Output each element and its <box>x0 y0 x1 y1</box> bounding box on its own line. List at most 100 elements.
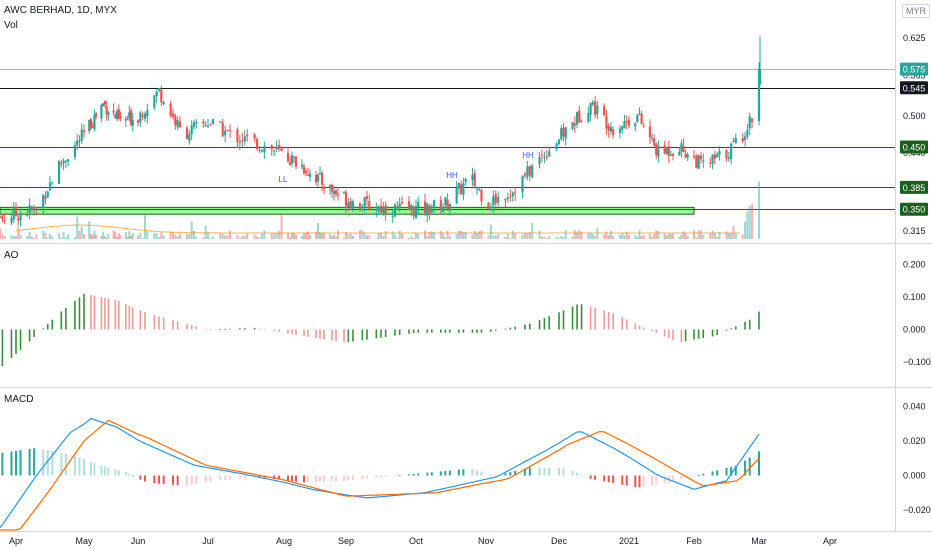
macd-histogram-bar <box>125 472 127 475</box>
candle-body <box>680 143 682 151</box>
ao-bar <box>303 330 305 337</box>
ao-bar <box>11 330 13 358</box>
candle-body <box>685 154 687 158</box>
macd-histogram-bar <box>375 476 377 478</box>
ao-bar <box>163 318 165 330</box>
candle-body <box>345 192 347 206</box>
candle-body <box>725 150 727 158</box>
candle-body <box>335 190 337 194</box>
ao-bar <box>490 330 492 332</box>
candle-body <box>126 119 128 120</box>
ao-tick-label: 0.000 <box>903 325 926 335</box>
candle-body <box>132 120 134 126</box>
candle-body <box>698 155 700 169</box>
candle-body <box>13 209 15 220</box>
candle-body <box>447 199 449 209</box>
volume-bar <box>664 234 666 239</box>
candle-body <box>709 163 711 164</box>
volume-bar <box>352 236 354 239</box>
ao-bar <box>61 311 63 329</box>
volume-bar <box>333 235 335 239</box>
volume-bar <box>33 238 35 239</box>
candle-body <box>170 104 172 115</box>
volume-bar <box>539 231 541 239</box>
candle-body <box>17 218 19 220</box>
candle-body <box>280 146 282 150</box>
ao-bar <box>385 330 387 337</box>
candle-body <box>562 128 564 137</box>
macd-histogram-bar <box>15 451 17 476</box>
candle-body <box>241 140 243 141</box>
macd-histogram-bar <box>20 450 22 475</box>
ao-bar <box>74 301 76 330</box>
candle-body <box>524 174 526 176</box>
candle-body <box>480 190 482 201</box>
candle-body <box>347 202 349 206</box>
candle-body <box>113 110 115 112</box>
volume-bar <box>186 234 188 239</box>
candle-body <box>119 116 121 119</box>
volume-bar <box>60 238 62 239</box>
candle-body <box>413 206 415 215</box>
candle-body <box>172 113 174 116</box>
candle-body <box>638 113 640 114</box>
candle-body <box>303 166 305 173</box>
price-tick-label: 0.625 <box>903 33 926 43</box>
macd-histogram-bar <box>758 451 760 475</box>
currency-badge[interactable]: MYR <box>902 4 930 18</box>
volume-bar <box>258 237 260 239</box>
volume-bar <box>309 235 311 239</box>
candle-body <box>531 165 533 177</box>
candle-body <box>301 165 303 167</box>
symbol-title[interactable]: AWC BERHAD, 1D, MYX <box>4 5 117 16</box>
candle-body <box>529 166 531 176</box>
ao-bar <box>408 330 410 334</box>
volume-bar <box>130 236 132 239</box>
volume-bar <box>95 235 97 239</box>
ao-tick-label: 0.100 <box>903 292 926 302</box>
volume-bar <box>116 237 118 239</box>
volume-bar <box>417 234 419 239</box>
macd-histogram-bar <box>323 476 325 482</box>
time-tick-label: Aug <box>276 536 292 546</box>
volume-bar <box>492 236 494 239</box>
macd-histogram-bar <box>1 453 3 476</box>
volume-bar <box>657 231 659 239</box>
ao-bar <box>125 304 127 329</box>
volume-bar <box>746 211 748 239</box>
ao-bar <box>51 320 53 330</box>
ao-bar <box>196 326 198 329</box>
ao-bar <box>219 329 221 330</box>
ao-bar <box>744 322 746 330</box>
candle-body <box>58 161 60 184</box>
time-tick-label: Nov <box>478 536 495 546</box>
candle-body <box>0 217 1 218</box>
volume-bar <box>1 234 3 239</box>
candle-body <box>465 179 467 182</box>
candle-body <box>655 144 657 155</box>
volume-bar <box>202 237 204 239</box>
ao-bar <box>716 330 718 335</box>
volume-bar <box>67 234 69 239</box>
volume-bar <box>558 238 560 239</box>
volume-bar <box>10 235 12 239</box>
volume-bar <box>65 237 67 239</box>
ao-bar <box>548 316 550 329</box>
candle-body <box>621 126 623 130</box>
ao-bar <box>128 306 130 330</box>
volume-bar <box>337 231 339 239</box>
volume-bar <box>636 237 638 239</box>
volume-bar <box>385 231 387 239</box>
candle-body <box>442 206 444 212</box>
candle-body <box>104 101 106 104</box>
volume-bar <box>396 238 398 239</box>
volume-bar <box>212 237 214 239</box>
volume-bar <box>700 230 702 239</box>
volume-bar <box>712 231 714 239</box>
ao-bar <box>449 330 451 333</box>
macd-histogram-bar <box>680 476 682 480</box>
macd-histogram-bar <box>107 467 109 475</box>
candle-body <box>380 206 382 213</box>
ao-bar <box>295 330 297 335</box>
